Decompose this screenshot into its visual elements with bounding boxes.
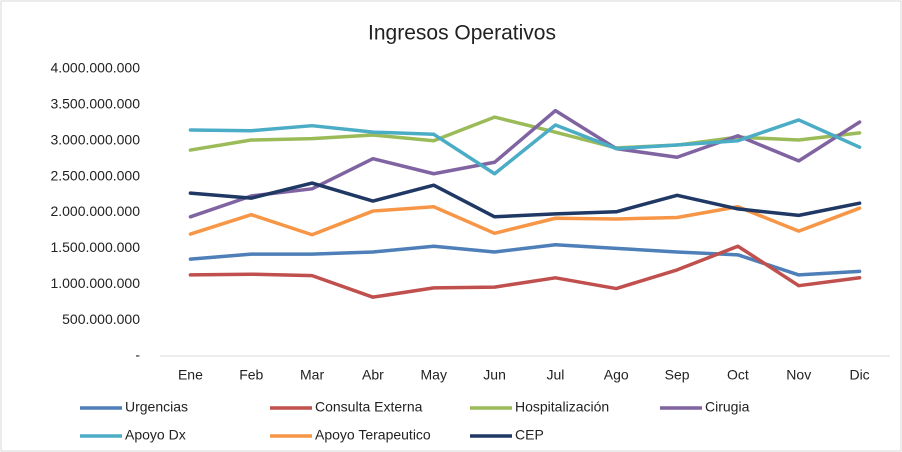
x-tick-label: Feb [239,367,263,383]
x-tick-label: Jul [546,367,564,383]
series-line [188,243,862,277]
y-tick-label: 3.000.000.000 [50,131,140,147]
y-tick-label: 4.000.000.000 [50,60,140,76]
chart-title: Ingresos Operativos [368,22,556,45]
series-line [188,118,862,176]
legend-label: Hospitalización [515,399,609,415]
legend-label: CEP [515,427,544,443]
y-tick-label: 3.500.000.000 [50,96,140,112]
y-tick-label: 2.000.000.000 [50,203,140,219]
x-tick-label: Jun [483,367,506,383]
legend-label: Apoyo Dx [125,427,186,443]
series-line [188,244,862,299]
y-tick-label: 500.000.000 [62,311,140,327]
x-tick-label: Abr [362,367,384,383]
legend-label: Consulta Externa [315,399,423,415]
x-tick-label: Sep [665,367,690,383]
x-tick-label: May [421,367,447,383]
legend-label: Urgencias [125,399,188,415]
legend-label: Cirugia [705,399,750,415]
x-tick-label: Oct [727,367,749,383]
y-tick-label: 1.500.000.000 [50,239,140,255]
y-tick-label: 1.000.000.000 [50,275,140,291]
series-line [188,181,862,219]
y-tick-label: - [135,347,140,363]
x-tick-label: Dic [849,367,869,383]
y-tick-label: 2.500.000.000 [50,167,140,183]
x-tick-label: Nov [786,367,811,383]
x-tick-label: Ago [604,367,629,383]
series-line [188,108,862,219]
legend-label: Apoyo Terapeutico [315,427,431,443]
x-tick-label: Mar [300,367,324,383]
x-tick-label: Ene [178,367,203,383]
